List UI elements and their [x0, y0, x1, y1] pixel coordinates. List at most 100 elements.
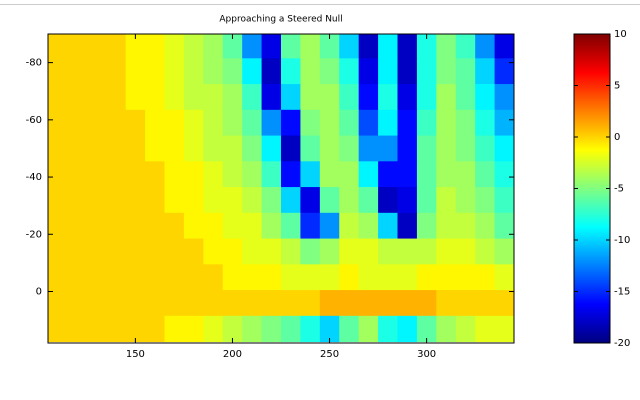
heatmap-cell — [145, 264, 165, 291]
heatmap-cell — [203, 290, 224, 317]
heatmap-cell — [145, 109, 165, 137]
heatmap-cell — [455, 109, 476, 137]
heatmap-cell — [203, 34, 224, 59]
x-tick-label: 300 — [417, 349, 436, 360]
heatmap-cell — [164, 109, 185, 137]
heatmap-cell — [455, 187, 476, 214]
heatmap-cell — [358, 264, 379, 291]
heatmap-cell — [416, 187, 437, 214]
heatmap-cell — [222, 187, 243, 214]
heatmap-cell — [203, 135, 224, 162]
heatmap-cell — [319, 290, 340, 317]
heatmap-cell — [300, 161, 321, 188]
heatmap-cell — [300, 290, 321, 317]
heatmap-cell — [475, 238, 496, 265]
heatmap-cell — [436, 315, 457, 343]
heatmap-cell — [145, 187, 165, 214]
heatmap-cell — [319, 264, 340, 291]
heatmap-cell — [436, 187, 457, 214]
heatmap — [48, 34, 514, 343]
heatmap-cell — [48, 58, 68, 85]
heatmap-cell — [86, 34, 107, 59]
heatmap-cell — [416, 84, 437, 111]
heatmap-cell — [242, 58, 263, 85]
heatmap-cell — [339, 135, 360, 162]
heatmap-cell — [67, 109, 88, 137]
heatmap-cell — [183, 315, 204, 343]
heatmap-cell — [319, 34, 340, 59]
heatmap-cell — [436, 34, 457, 59]
heatmap-cell — [203, 238, 224, 265]
heatmap-cell — [339, 109, 360, 137]
heatmap-cell — [183, 58, 204, 85]
heatmap-cell — [106, 212, 127, 240]
heatmap-cell — [145, 135, 165, 162]
heatmap-cell — [358, 238, 379, 265]
heatmap-cell — [397, 315, 418, 343]
heatmap-cell — [67, 161, 88, 188]
heatmap-cell — [145, 290, 165, 317]
heatmap-cell — [106, 34, 127, 59]
heatmap-cell — [67, 290, 88, 317]
heatmap-cell — [397, 161, 418, 188]
heatmap-cell — [125, 212, 146, 240]
heatmap-cell — [145, 34, 165, 59]
heatmap-cell — [106, 187, 127, 214]
heatmap-cell — [416, 315, 437, 343]
heatmap-cell — [203, 58, 224, 85]
heatmap-cell — [416, 238, 437, 265]
heatmap-cell — [242, 238, 263, 265]
heatmap-cell — [378, 135, 398, 162]
heatmap-cell — [67, 238, 88, 265]
heatmap-cell — [416, 212, 437, 240]
heatmap-cell — [125, 34, 146, 59]
heatmap-cell — [281, 58, 301, 85]
heatmap-cell — [300, 238, 321, 265]
heatmap-cell — [86, 264, 107, 291]
heatmap-cell — [222, 84, 243, 111]
heatmap-cell — [436, 161, 457, 188]
heatmap-cell — [48, 264, 68, 291]
heatmap-cell — [281, 315, 301, 343]
heatmap-cell — [319, 212, 340, 240]
heatmap-cell — [222, 58, 243, 85]
heatmap-cell — [86, 187, 107, 214]
heatmap-cell — [378, 34, 398, 59]
heatmap-cell — [358, 212, 379, 240]
heatmap-cell — [261, 238, 282, 265]
heatmap-cell — [67, 315, 88, 343]
heatmap-cell — [48, 187, 68, 214]
heatmap-cell — [378, 109, 398, 137]
heatmap-cell — [145, 161, 165, 188]
heatmap-cell — [261, 84, 282, 111]
colorbar — [573, 33, 611, 344]
heatmap-cell — [222, 34, 243, 59]
heatmap-cell — [397, 58, 418, 85]
heatmap-cell — [145, 238, 165, 265]
heatmap-cell — [494, 84, 514, 111]
colorbar-tick-label: -15 — [614, 287, 630, 298]
heatmap-cell — [67, 187, 88, 214]
heatmap-cell — [222, 290, 243, 317]
x-tick-label: 200 — [223, 349, 242, 360]
heatmap-cell — [242, 187, 263, 214]
heatmap-cell — [378, 58, 398, 85]
heatmap-cell — [455, 315, 476, 343]
heatmap-cell — [242, 264, 263, 291]
heatmap-cell — [48, 161, 68, 188]
heatmap-cell — [494, 315, 514, 343]
heatmap-cell — [494, 161, 514, 188]
heatmap-cell — [436, 264, 457, 291]
chart-title: Approaching a Steered Null — [219, 15, 342, 25]
heatmap-cell — [86, 315, 107, 343]
heatmap-cell — [397, 212, 418, 240]
heatmap-cell — [339, 315, 360, 343]
colorbar-tick-label: -20 — [614, 338, 630, 349]
heatmap-cell — [300, 187, 321, 214]
heatmap-cell — [281, 161, 301, 188]
heatmap-cell — [183, 290, 204, 317]
heatmap-cell — [378, 315, 398, 343]
heatmap-cell — [183, 109, 204, 137]
heatmap-cell — [358, 315, 379, 343]
heatmap-cell — [261, 34, 282, 59]
